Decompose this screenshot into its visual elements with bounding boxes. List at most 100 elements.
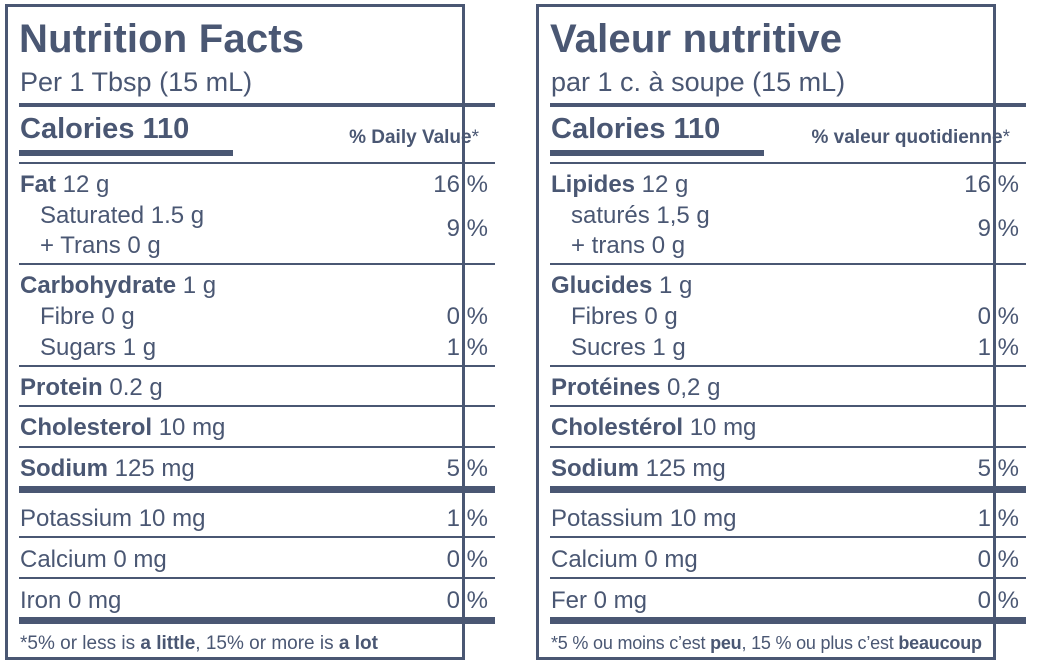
protein-row: Protein 0.2 g <box>20 376 163 400</box>
rule <box>550 577 1026 579</box>
sodium-amount: 125 mg <box>108 455 195 482</box>
potassium-row: Potassium 10 mg <box>20 505 206 532</box>
daily-value-star: * <box>1002 127 1010 148</box>
fat-label: Fat <box>20 171 56 198</box>
footnote-bold: beaucoup <box>898 633 982 653</box>
footnote-bold: peu <box>710 633 742 653</box>
footnote-text: *5% or less is <box>20 633 141 654</box>
footnote-bold: a little <box>140 633 196 654</box>
trans-row: + trans 0 g <box>571 232 686 259</box>
panel-title: Nutrition Facts <box>19 17 305 61</box>
rule <box>550 446 1026 448</box>
rule <box>19 263 495 265</box>
rule-thick <box>19 103 495 107</box>
nutrition-facts-panel-english: Nutrition Facts Per 1 Tbsp (15 mL) Calor… <box>5 4 495 660</box>
fibre-row: Fibre 0 g <box>40 303 135 330</box>
footnote-text: , 15% or more is <box>195 633 339 654</box>
calories-underline <box>550 150 764 156</box>
calcium-dv: 0 % <box>977 546 1019 573</box>
rule <box>550 263 1026 265</box>
rule <box>550 405 1026 407</box>
saturated-row: saturés 1,5 g <box>571 202 710 229</box>
rule <box>19 577 495 579</box>
carbohydrate-label: Carbohydrate <box>20 272 177 299</box>
sodium-dv: 5 % <box>977 455 1019 482</box>
rule-thick <box>19 486 495 493</box>
cholesterol-row: Cholestérol 10 mg <box>551 416 756 440</box>
panel-title: Valeur nutritive <box>550 17 843 61</box>
footnote: *5% or less is a little, 15% or more is … <box>20 634 378 653</box>
rule <box>550 536 1026 538</box>
daily-value-header: % valeur quotidienne* <box>812 128 1011 147</box>
cholesterol-row: Cholesterol 10 mg <box>20 416 225 440</box>
serving-size: par 1 c. à soupe (15 mL) <box>551 67 846 97</box>
fat-amount: 12 g <box>635 171 689 198</box>
sugars-dv: 1 % <box>977 334 1019 361</box>
rule <box>19 536 495 538</box>
sodium-row: Sodium 125 mg <box>551 457 726 481</box>
rule <box>19 405 495 407</box>
nutrition-facts-panel-french: Valeur nutritive par 1 c. à soupe (15 mL… <box>536 4 1026 660</box>
protein-label: Protein <box>20 374 103 401</box>
sugars-dv: 1 % <box>446 334 488 361</box>
sodium-dv: 5 % <box>446 455 488 482</box>
sugars-row: Sucres 1 g <box>571 334 686 361</box>
calories-underline <box>19 150 233 156</box>
sodium-label: Sodium <box>20 455 108 482</box>
fat-row: Lipides 12 g <box>551 173 688 197</box>
daily-value-text: % Daily Value <box>349 127 472 148</box>
rule <box>550 365 1026 367</box>
rule <box>19 365 495 367</box>
sat-trans-dv: 9 % <box>977 215 1019 242</box>
fibre-dv: 0 % <box>977 303 1019 330</box>
carbohydrate-row: Glucides 1 g <box>551 274 692 298</box>
calories: Calories 110 <box>551 113 721 145</box>
serving-size: Per 1 Tbsp (15 mL) <box>20 67 253 97</box>
rule-thick <box>550 617 1026 624</box>
carbohydrate-row: Carbohydrate 1 g <box>20 274 216 298</box>
rule-thick <box>550 486 1026 493</box>
sat-trans-dv: 9 % <box>446 215 488 242</box>
trans-row: + Trans 0 g <box>40 232 161 259</box>
rule <box>19 162 495 164</box>
protein-label: Protéines <box>551 374 661 401</box>
sodium-label: Sodium <box>551 455 639 482</box>
calories: Calories 110 <box>20 113 190 145</box>
fat-dv: 16 % <box>433 171 488 198</box>
sodium-row: Sodium 125 mg <box>20 457 195 481</box>
potassium-dv: 1 % <box>977 505 1019 532</box>
saturated-row: Saturated 1.5 g <box>40 202 205 229</box>
iron-row: Fer 0 mg <box>551 587 648 614</box>
daily-value-header: % Daily Value* <box>349 128 479 147</box>
carbohydrate-amount: 1 g <box>176 272 217 299</box>
calcium-row: Calcium 0 mg <box>551 546 698 573</box>
footnote-bold: a lot <box>338 633 378 654</box>
protein-row: Protéines 0,2 g <box>551 376 720 400</box>
cholesterol-label: Cholesterol <box>20 414 153 441</box>
daily-value-star: * <box>471 127 479 148</box>
iron-dv: 0 % <box>977 587 1019 614</box>
fibre-dv: 0 % <box>446 303 488 330</box>
footnote-text: *5 % ou moins c’est <box>551 633 711 653</box>
cholesterol-label: Cholestérol <box>551 414 684 441</box>
rule-thick <box>19 617 495 624</box>
cholesterol-amount: 10 mg <box>152 414 226 441</box>
carbohydrate-label: Glucides <box>551 272 653 299</box>
calcium-dv: 0 % <box>446 546 488 573</box>
iron-dv: 0 % <box>446 587 488 614</box>
rule <box>550 162 1026 164</box>
protein-amount: 0.2 g <box>102 374 163 401</box>
fat-dv: 16 % <box>964 171 1019 198</box>
rule-thick <box>550 103 1026 107</box>
protein-amount: 0,2 g <box>660 374 721 401</box>
potassium-dv: 1 % <box>446 505 488 532</box>
sugars-row: Sugars 1 g <box>40 334 157 361</box>
fat-label: Lipides <box>551 171 636 198</box>
potassium-row: Potassium 10 mg <box>551 505 737 532</box>
carbohydrate-amount: 1 g <box>652 272 693 299</box>
iron-row: Iron 0 mg <box>20 587 122 614</box>
footnote-text: , 15 % ou plus c’est <box>741 633 899 653</box>
fat-amount: 12 g <box>56 171 110 198</box>
daily-value-text: % valeur quotidienne <box>811 127 1003 148</box>
sodium-amount: 125 mg <box>639 455 726 482</box>
